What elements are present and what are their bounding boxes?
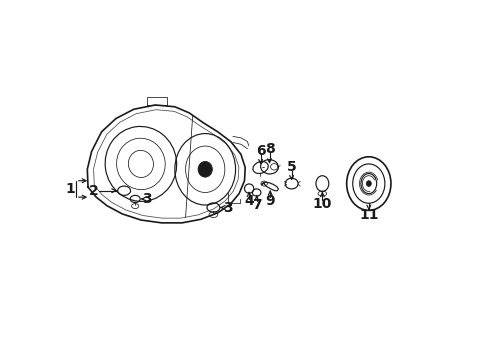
Text: 3: 3 [142, 192, 152, 206]
Text: 5: 5 [286, 161, 296, 175]
Text: 9: 9 [265, 194, 274, 208]
Text: 11: 11 [358, 208, 378, 222]
Ellipse shape [198, 161, 212, 177]
Text: 7: 7 [251, 198, 261, 212]
Text: 1: 1 [65, 182, 75, 196]
Text: 2: 2 [89, 184, 99, 198]
Text: 3: 3 [223, 201, 232, 215]
Text: 10: 10 [312, 197, 331, 211]
Text: 4: 4 [244, 194, 253, 208]
Ellipse shape [366, 181, 370, 186]
Text: 6: 6 [255, 144, 265, 158]
Text: 8: 8 [264, 141, 274, 156]
